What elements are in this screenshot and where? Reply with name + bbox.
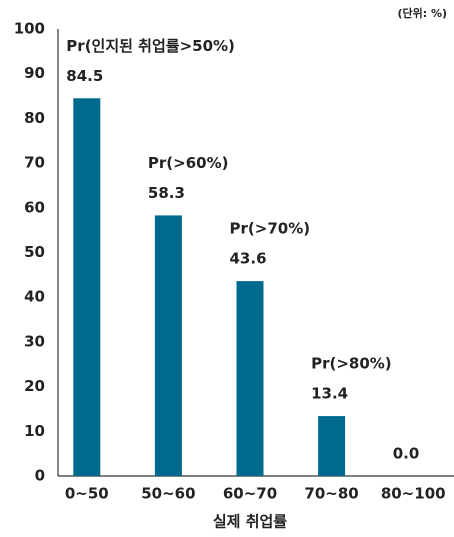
unit-note: (단위: %) <box>397 6 447 20</box>
y-tick-label: 60 <box>24 198 45 216</box>
x-axis-label: 실제 취업률 <box>213 513 287 531</box>
bar <box>73 98 101 476</box>
value-label: 58.3 <box>148 184 185 202</box>
annotation: Pr(>70%) <box>230 220 311 238</box>
y-tick-label: 50 <box>24 243 45 261</box>
y-tick-label: 20 <box>24 377 45 395</box>
y-tick-label: 40 <box>24 288 45 306</box>
x-tick-label: 0~50 <box>65 485 109 503</box>
y-tick-label: 70 <box>24 154 45 172</box>
x-tick-label: 60~70 <box>223 485 277 503</box>
annotation: Pr(>60%) <box>148 154 229 172</box>
y-tick-label: 30 <box>24 332 45 350</box>
value-label: 0.0 <box>393 445 420 463</box>
annotation: Pr(>80%) <box>311 355 392 373</box>
value-label: 43.6 <box>230 250 267 268</box>
y-tick-label: 0 <box>35 467 45 485</box>
x-tick-label: 70~80 <box>304 485 358 503</box>
bar <box>154 215 182 477</box>
y-tick-label: 80 <box>24 109 45 127</box>
value-label: 84.5 <box>66 67 103 85</box>
bar <box>236 281 264 476</box>
annotation: Pr(인지된 취업률>50%) <box>66 37 235 55</box>
value-label: 13.4 <box>311 385 348 403</box>
x-tick-label: 50~60 <box>141 485 195 503</box>
bar <box>318 416 346 476</box>
y-tick-label: 10 <box>24 422 45 440</box>
y-tick-label: 100 <box>14 20 45 38</box>
x-tick-label: 80~100 <box>381 485 446 503</box>
y-tick-label: 90 <box>24 64 45 82</box>
